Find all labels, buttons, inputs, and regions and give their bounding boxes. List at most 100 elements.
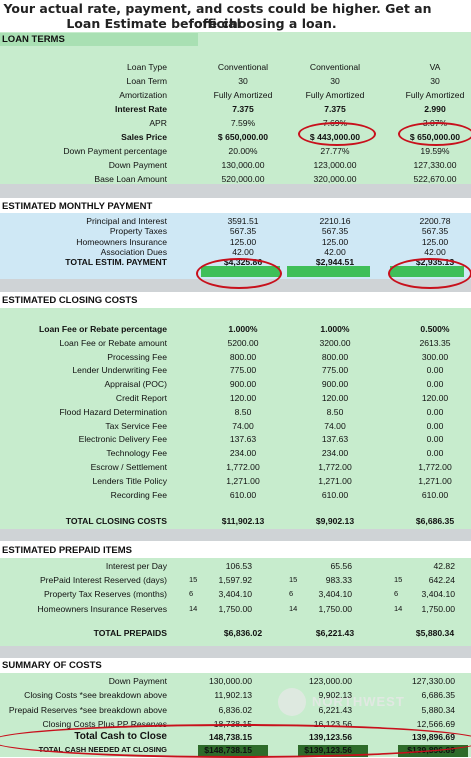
row-label: Lenders Title Policy — [92, 475, 167, 486]
row-value: 520,000.00 — [221, 174, 265, 184]
table-row: Prepaid Reserves *see breakdown above 6,8… — [0, 704, 471, 716]
row-count: 6 — [289, 589, 294, 599]
row-value: 9,902.13 — [318, 690, 352, 701]
row-value: 610.00 — [229, 489, 257, 500]
row-label: Homeowners Insurance Reserves — [37, 603, 167, 614]
row-value: 5,880.34 — [421, 704, 455, 715]
row-label: Processing Fee — [107, 351, 167, 362]
row-value: 2210.16 — [319, 216, 351, 226]
table-row: Interest per Day 106.53 65.56 42.82 — [0, 560, 471, 572]
row-label: Closing Costs Plus PP Reserves — [42, 719, 167, 730]
annotation-oval — [298, 122, 376, 146]
row-value: 983.33 — [325, 575, 352, 586]
row-value: 30 — [330, 76, 340, 86]
row-value: 234.00 — [321, 448, 349, 459]
row-value: $5,880.34 — [415, 628, 455, 638]
row-count: 14 — [394, 603, 403, 613]
row-value: 2.990 — [424, 104, 446, 114]
row-value: 127,330.00 — [411, 676, 455, 686]
summary-heading: SUMMARY OF COSTS — [0, 659, 469, 672]
row-value: 19.59% — [420, 146, 450, 156]
row-label: Down Payment percentage — [63, 146, 167, 156]
loan-terms-heading: LOAN TERMS — [0, 33, 198, 46]
row-value: $2,944.51 — [315, 257, 355, 268]
row-label: APR — [149, 118, 167, 128]
table-row: Appraisal (POC) 900.00 900.00 0.00 — [0, 378, 471, 390]
row-value: 1,750.00 — [318, 603, 352, 614]
row-value: 7.59% — [230, 118, 256, 128]
row-value: 900.00 — [321, 379, 349, 390]
row-label: Lender Underwriting Fee — [72, 365, 167, 376]
row-value: 123,000.00 — [313, 160, 357, 170]
row-label: Loan Fee or Rebate amount — [59, 337, 168, 348]
row-label: Down Payment — [108, 160, 167, 170]
monthly-heading: ESTIMATED MONTHLY PAYMENT — [0, 200, 469, 213]
row-value: 567.35 — [321, 226, 349, 237]
table-row: Principal and Interest 3591.51 2210.16 2200… — [0, 215, 471, 227]
row-count: 15 — [189, 575, 198, 585]
row-value: 610.00 — [321, 489, 349, 500]
row-value: $6,686.35 — [415, 516, 455, 526]
row-value: 3591.51 — [227, 216, 259, 226]
row-value: 106.53 — [225, 561, 252, 571]
row-value: 11,902.13 — [214, 690, 252, 701]
row-value: 2613.35 — [419, 337, 451, 348]
row-value: 3,404.10 — [318, 589, 352, 600]
row-value: 0.00 — [426, 365, 444, 376]
table-row: PrePaid Interest Reserved (days) 15 15 15 1,… — [0, 574, 471, 586]
row-label: Property Taxes — [109, 226, 167, 237]
table-row: Interest Rate 7.375 7.375 2.990 — [0, 103, 471, 115]
row-value: 42.00 — [424, 246, 446, 257]
row-value: $9,902.13 — [315, 516, 355, 526]
row-count: 14 — [289, 603, 298, 613]
row-label: Loan Term — [126, 76, 167, 86]
divider — [0, 184, 471, 198]
row-label: Closing Costs *see breakdown above — [24, 690, 167, 701]
row-label: Appraisal (POC) — [104, 379, 167, 390]
row-count: 14 — [189, 603, 198, 613]
row-value: 3200.00 — [319, 337, 351, 348]
row-value: 123,000.00 — [308, 676, 352, 686]
table-row: Loan Type Conventional Conventional VA — [0, 61, 471, 73]
table-row: Down Payment 130,000.00 123,000.00 127,330.… — [0, 675, 471, 687]
table-row: Property Taxes 567.35 567.35 567.35 — [0, 225, 471, 237]
row-value: 0.00 — [426, 434, 444, 445]
spacer — [0, 198, 471, 200]
row-label: Sales Price — [121, 132, 167, 142]
row-label: TOTAL ESTIM. PAYMENT — [65, 257, 167, 268]
row-label: Interest Rate — [114, 104, 167, 114]
row-value: 1,271.00 — [318, 475, 352, 486]
row-value: 775.00 — [321, 365, 349, 376]
row-value: 0.500% — [420, 324, 450, 334]
row-value: 610.00 — [421, 489, 449, 500]
row-value: 6,221.43 — [318, 704, 352, 715]
table-row: Homeowners Insurance 125.00 125.00 125.00 — [0, 236, 471, 248]
closing-heading: ESTIMATED CLOSING COSTS — [0, 294, 469, 307]
row-value: 120.00 — [321, 393, 349, 403]
row-value: 900.00 — [229, 379, 257, 390]
table-row: Association Dues 42.00 42.00 42.00 — [0, 246, 471, 258]
row-value: Fully Amortized — [213, 90, 273, 100]
row-label: Recording Fee — [110, 489, 167, 500]
row-label: PrePaid Interest Reserved (days) — [39, 575, 167, 586]
row-value: 127,330.00 — [413, 160, 457, 170]
row-count: 6 — [189, 589, 194, 599]
row-value: Conventional — [309, 62, 361, 72]
table-row: Lender Underwriting Fee 775.00 775.00 0.00 — [0, 364, 471, 376]
row-value: 137.63 — [229, 434, 257, 445]
row-value: $6,221.43 — [315, 628, 355, 638]
row-value: 30 — [238, 76, 248, 86]
row-label: Base Loan Amount — [94, 174, 167, 184]
row-value: 1,750.00 — [421, 603, 455, 614]
row-value: 300.00 — [421, 351, 449, 362]
row-value: 320,000.00 — [313, 174, 357, 184]
table-row: Tax Service Fee 74.00 74.00 0.00 — [0, 420, 471, 432]
divider — [0, 646, 471, 658]
row-value: 125.00 — [229, 236, 257, 247]
row-value: $ 650,000.00 — [217, 132, 269, 142]
row-value: 3,404.10 — [218, 589, 252, 600]
row-value: 20.00% — [228, 146, 258, 156]
row-value: 642.24 — [428, 575, 455, 586]
row-value: 2200.78 — [419, 216, 451, 226]
row-label: TOTAL PREPAIDS — [93, 628, 167, 638]
